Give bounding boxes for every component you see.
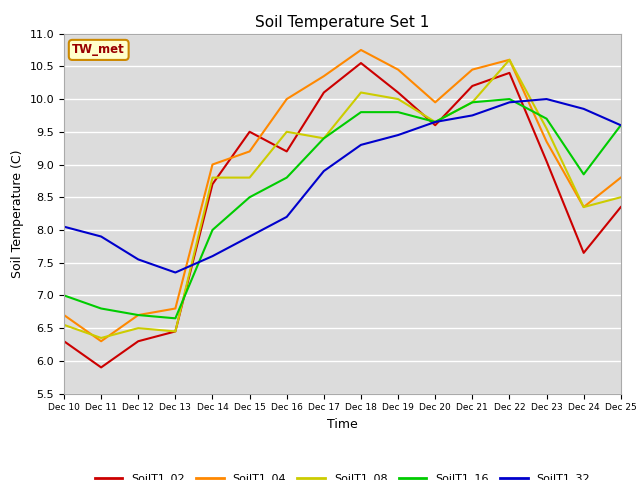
SoilT1_32 (617, 122, 625, 128)
SoilT1_16 (468, 99, 476, 105)
SoilT1_02 (357, 60, 365, 66)
SoilT1_04 (97, 338, 105, 344)
SoilT1_16 (357, 109, 365, 115)
Line: SoilT1_08: SoilT1_08 (64, 60, 621, 338)
SoilT1_04 (209, 162, 216, 168)
SoilT1_02 (97, 364, 105, 370)
SoilT1_02 (506, 70, 513, 76)
SoilT1_04 (320, 73, 328, 79)
SoilT1_02 (172, 328, 179, 334)
SoilT1_08 (320, 135, 328, 141)
SoilT1_16 (283, 175, 291, 180)
SoilT1_08 (543, 126, 550, 132)
SoilT1_16 (320, 135, 328, 141)
Legend: SoilT1_02, SoilT1_04, SoilT1_08, SoilT1_16, SoilT1_32: SoilT1_02, SoilT1_04, SoilT1_08, SoilT1_… (90, 469, 595, 480)
SoilT1_08 (60, 322, 68, 328)
SoilT1_08 (617, 194, 625, 200)
SoilT1_16 (60, 292, 68, 298)
SoilT1_08 (172, 328, 179, 334)
SoilT1_32 (580, 106, 588, 112)
SoilT1_02 (431, 122, 439, 128)
Line: SoilT1_16: SoilT1_16 (64, 99, 621, 318)
SoilT1_32 (209, 253, 216, 259)
SoilT1_02 (543, 158, 550, 164)
SoilT1_04 (468, 67, 476, 72)
SoilT1_02 (209, 181, 216, 187)
SoilT1_08 (580, 204, 588, 210)
SoilT1_08 (431, 119, 439, 125)
SoilT1_16 (431, 119, 439, 125)
SoilT1_16 (617, 122, 625, 128)
Title: Soil Temperature Set 1: Soil Temperature Set 1 (255, 15, 429, 30)
SoilT1_02 (394, 90, 402, 96)
SoilT1_32 (431, 119, 439, 125)
SoilT1_04 (60, 312, 68, 318)
SoilT1_08 (283, 129, 291, 135)
SoilT1_04 (134, 312, 142, 318)
Line: SoilT1_02: SoilT1_02 (64, 63, 621, 367)
Line: SoilT1_04: SoilT1_04 (64, 50, 621, 341)
SoilT1_04 (506, 57, 513, 63)
SoilT1_08 (134, 325, 142, 331)
SoilT1_04 (543, 139, 550, 144)
SoilT1_16 (394, 109, 402, 115)
Y-axis label: Soil Temperature (C): Soil Temperature (C) (11, 149, 24, 278)
SoilT1_16 (209, 227, 216, 233)
SoilT1_32 (172, 270, 179, 276)
SoilT1_32 (506, 99, 513, 105)
Line: SoilT1_32: SoilT1_32 (64, 99, 621, 273)
SoilT1_32 (134, 256, 142, 262)
SoilT1_02 (617, 204, 625, 210)
SoilT1_02 (320, 90, 328, 96)
SoilT1_16 (543, 116, 550, 121)
SoilT1_16 (97, 306, 105, 312)
SoilT1_32 (394, 132, 402, 138)
SoilT1_16 (506, 96, 513, 102)
SoilT1_08 (468, 99, 476, 105)
SoilT1_04 (580, 204, 588, 210)
SoilT1_08 (357, 90, 365, 96)
SoilT1_08 (97, 335, 105, 341)
Text: TW_met: TW_met (72, 43, 125, 56)
SoilT1_32 (246, 234, 253, 240)
SoilT1_16 (134, 312, 142, 318)
SoilT1_08 (394, 96, 402, 102)
SoilT1_02 (580, 250, 588, 256)
SoilT1_16 (580, 171, 588, 177)
SoilT1_16 (246, 194, 253, 200)
SoilT1_32 (97, 234, 105, 240)
SoilT1_04 (172, 306, 179, 312)
X-axis label: Time: Time (327, 418, 358, 431)
SoilT1_02 (246, 129, 253, 135)
SoilT1_08 (506, 57, 513, 63)
SoilT1_02 (468, 83, 476, 89)
SoilT1_04 (617, 175, 625, 180)
SoilT1_02 (283, 148, 291, 154)
SoilT1_04 (394, 67, 402, 72)
SoilT1_04 (431, 99, 439, 105)
SoilT1_32 (320, 168, 328, 174)
SoilT1_02 (134, 338, 142, 344)
SoilT1_32 (357, 142, 365, 148)
SoilT1_16 (172, 315, 179, 321)
SoilT1_02 (60, 338, 68, 344)
SoilT1_32 (283, 214, 291, 220)
SoilT1_04 (246, 148, 253, 154)
SoilT1_32 (468, 112, 476, 118)
SoilT1_32 (60, 224, 68, 229)
SoilT1_08 (246, 175, 253, 180)
SoilT1_08 (209, 175, 216, 180)
SoilT1_32 (543, 96, 550, 102)
SoilT1_04 (357, 47, 365, 53)
SoilT1_04 (283, 96, 291, 102)
